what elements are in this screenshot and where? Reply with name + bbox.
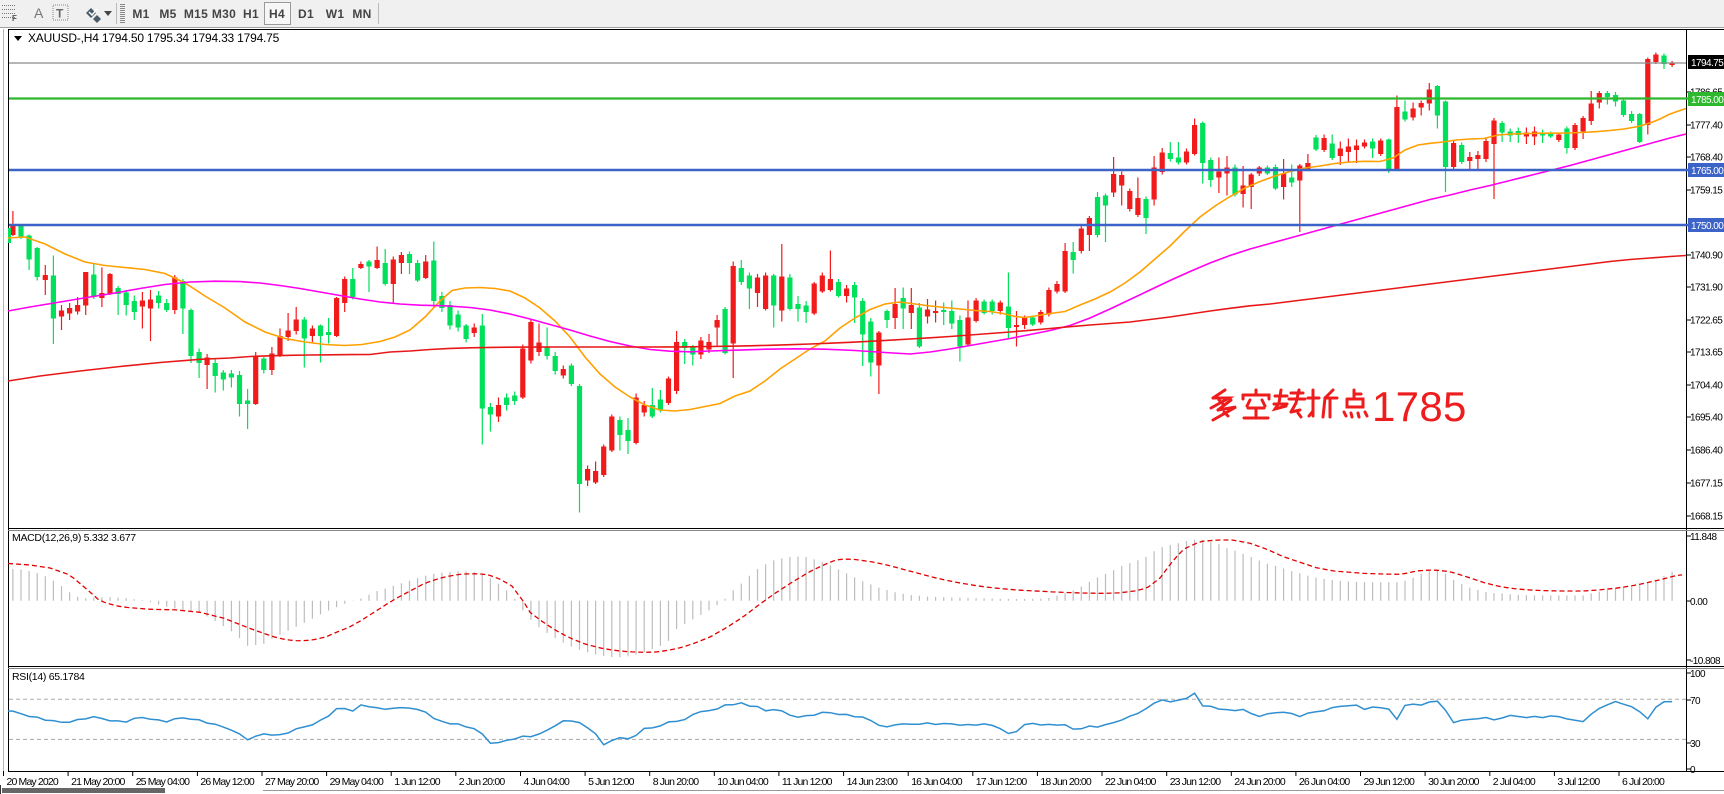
svg-text:1704.40: 1704.40 bbox=[1690, 381, 1723, 392]
svg-text:0.00: 0.00 bbox=[1690, 597, 1708, 608]
svg-text:20 May 2020: 20 May 2020 bbox=[7, 776, 59, 788]
svg-text:100: 100 bbox=[1690, 669, 1706, 680]
svg-text:-10.808: -10.808 bbox=[1690, 656, 1721, 667]
svg-text:4 Jun 04:00: 4 Jun 04:00 bbox=[524, 776, 571, 788]
svg-text:16 Jun 04:00: 16 Jun 04:00 bbox=[911, 776, 963, 788]
svg-text:1785.00: 1785.00 bbox=[1691, 95, 1724, 106]
svg-text:18 Jun 20:00: 18 Jun 20:00 bbox=[1040, 776, 1092, 788]
svg-text:A: A bbox=[34, 5, 44, 21]
svg-text:H4: H4 bbox=[269, 7, 285, 21]
svg-text:10 Jun 04:00: 10 Jun 04:00 bbox=[717, 776, 769, 788]
svg-text:1768.40: 1768.40 bbox=[1690, 153, 1723, 164]
svg-text:1794.75: 1794.75 bbox=[1691, 58, 1724, 69]
svg-text:21 May 20:00: 21 May 20:00 bbox=[71, 776, 125, 788]
svg-text:25 May 04:00: 25 May 04:00 bbox=[136, 776, 190, 788]
svg-text:24 Jun 20:00: 24 Jun 20:00 bbox=[1234, 776, 1286, 788]
svg-text:3 Jul 12:00: 3 Jul 12:00 bbox=[1557, 776, 1600, 788]
svg-text:5 Jun 12:00: 5 Jun 12:00 bbox=[588, 776, 635, 788]
svg-text:1731.90: 1731.90 bbox=[1690, 283, 1723, 294]
svg-text:22 Jun 04:00: 22 Jun 04:00 bbox=[1105, 776, 1157, 788]
svg-text:1713.65: 1713.65 bbox=[1690, 348, 1723, 359]
svg-text:MN: MN bbox=[352, 7, 371, 21]
svg-text:2 Jun 20:00: 2 Jun 20:00 bbox=[459, 776, 506, 788]
svg-text:30: 30 bbox=[1690, 739, 1701, 750]
svg-text:D1: D1 bbox=[298, 7, 314, 21]
svg-text:26 Jun 04:00: 26 Jun 04:00 bbox=[1299, 776, 1351, 788]
svg-text:M5: M5 bbox=[159, 7, 176, 21]
svg-text:RSI(14) 65.1784: RSI(14) 65.1784 bbox=[12, 671, 85, 683]
svg-text:29 Jun 12:00: 29 Jun 12:00 bbox=[1364, 776, 1416, 788]
svg-text:70: 70 bbox=[1690, 696, 1701, 707]
svg-text:M15: M15 bbox=[184, 7, 208, 21]
svg-text:1740.90: 1740.90 bbox=[1690, 251, 1723, 262]
svg-text:1677.15: 1677.15 bbox=[1690, 479, 1723, 490]
svg-text:1777.40: 1777.40 bbox=[1690, 121, 1723, 132]
svg-text:0: 0 bbox=[1690, 765, 1696, 776]
svg-text:27 May 20:00: 27 May 20:00 bbox=[265, 776, 319, 788]
svg-text:1785: 1785 bbox=[1372, 383, 1467, 430]
svg-text:1686.40: 1686.40 bbox=[1690, 446, 1723, 457]
svg-text:H1: H1 bbox=[243, 7, 259, 21]
svg-text:26 May 12:00: 26 May 12:00 bbox=[200, 776, 254, 788]
svg-text:1759.15: 1759.15 bbox=[1690, 186, 1723, 197]
svg-text:W1: W1 bbox=[326, 7, 345, 21]
svg-text:XAUUSD-,H4 1794.50 1795.34 17: XAUUSD-,H4 1794.50 1795.34 1794.33 1794.… bbox=[28, 31, 280, 45]
svg-text:1668.15: 1668.15 bbox=[1690, 512, 1723, 523]
svg-text:1765.00: 1765.00 bbox=[1691, 166, 1724, 177]
svg-text:29 May 04:00: 29 May 04:00 bbox=[330, 776, 384, 788]
svg-text:30 Jun 20:00: 30 Jun 20:00 bbox=[1428, 776, 1480, 788]
svg-text:2 Jul 04:00: 2 Jul 04:00 bbox=[1493, 776, 1536, 788]
svg-text:1695.40: 1695.40 bbox=[1690, 413, 1723, 424]
svg-text:M1: M1 bbox=[132, 7, 149, 21]
svg-text:8 Jun 20:00: 8 Jun 20:00 bbox=[653, 776, 700, 788]
svg-text:11 Jun 12:00: 11 Jun 12:00 bbox=[782, 776, 833, 788]
svg-text:T: T bbox=[56, 7, 64, 21]
svg-text:MACD(12,26,9) 5.332 3.677: MACD(12,26,9) 5.332 3.677 bbox=[12, 532, 136, 544]
svg-text:1722.65: 1722.65 bbox=[1690, 316, 1723, 327]
svg-text:1750.00: 1750.00 bbox=[1691, 221, 1724, 232]
svg-text:14 Jun 23:00: 14 Jun 23:00 bbox=[847, 776, 899, 788]
svg-text:11.848: 11.848 bbox=[1690, 532, 1718, 543]
svg-text:M30: M30 bbox=[212, 7, 236, 21]
svg-text:1 Jun 12:00: 1 Jun 12:00 bbox=[394, 776, 441, 788]
svg-text:17 Jun 12:00: 17 Jun 12:00 bbox=[976, 776, 1028, 788]
svg-text:6 Jul 20:00: 6 Jul 20:00 bbox=[1622, 776, 1665, 788]
svg-text:23 Jun 12:00: 23 Jun 12:00 bbox=[1170, 776, 1222, 788]
svg-text:F: F bbox=[12, 14, 17, 23]
